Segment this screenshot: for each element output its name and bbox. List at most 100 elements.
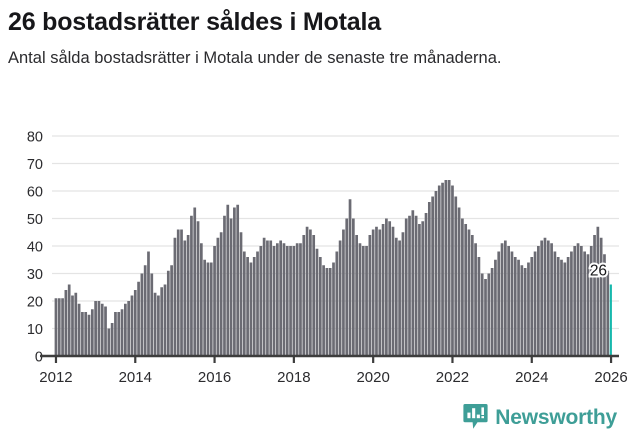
chart-footer: Newsworthy <box>0 401 631 441</box>
bar <box>160 287 164 356</box>
newsworthy-logo-text: Newsworthy <box>495 405 617 429</box>
bar <box>523 268 527 356</box>
bar <box>233 207 236 356</box>
y-axis-tick-label: 70 <box>27 157 43 173</box>
bar <box>61 298 64 356</box>
bar <box>586 254 590 356</box>
x-axis-tick-label: 2014 <box>119 369 152 386</box>
x-axis-tick-label: 2012 <box>39 369 72 386</box>
bar <box>510 251 514 356</box>
bar-highlighted <box>609 284 612 356</box>
chart-subtitle: Antal sålda bostadsrätter i Motala under… <box>8 49 502 67</box>
bar <box>361 246 365 356</box>
bar <box>223 215 226 356</box>
bar <box>285 246 289 356</box>
x-axis-tick-label: 2016 <box>198 369 231 386</box>
newsworthy-logo[interactable]: Newsworthy <box>463 403 617 431</box>
bar <box>583 251 586 356</box>
bar <box>556 257 560 356</box>
bar <box>312 235 316 356</box>
bar <box>365 246 368 356</box>
x-axis-tick-label: 2026 <box>594 369 627 386</box>
bar <box>457 207 461 356</box>
bar <box>381 224 385 356</box>
y-axis-tick-label: 10 <box>27 322 43 338</box>
bar <box>206 262 210 356</box>
bar <box>114 312 117 356</box>
bar <box>520 265 524 356</box>
bar <box>190 215 193 356</box>
bar <box>107 328 111 356</box>
bar <box>490 268 494 356</box>
bar <box>517 259 520 356</box>
x-axis-tick-label: 2018 <box>277 369 310 386</box>
chart-page: 26 bostadsrätter såldes i Motala Antal s… <box>0 8 631 447</box>
x-axis-tick-label: 2022 <box>436 369 469 386</box>
page-title: 26 bostadsrätter såldes i Motala <box>8 8 381 36</box>
bar <box>90 309 94 356</box>
bar <box>394 237 398 356</box>
bar <box>84 312 88 356</box>
bar <box>533 251 537 356</box>
bar <box>368 235 372 356</box>
bar <box>527 262 530 356</box>
bar <box>576 243 580 356</box>
bar <box>325 268 329 356</box>
bar <box>570 251 573 356</box>
bar <box>256 251 259 356</box>
bar <box>315 248 319 356</box>
bar <box>345 218 349 356</box>
bar <box>441 182 444 356</box>
bar <box>503 240 507 356</box>
bar <box>318 257 322 356</box>
bar <box>543 237 547 356</box>
bar <box>418 224 421 356</box>
bar <box>507 246 510 356</box>
bar <box>596 226 600 356</box>
bar <box>342 229 345 356</box>
bar <box>437 185 441 356</box>
bar <box>87 314 91 356</box>
bar <box>163 284 167 356</box>
y-axis-tick-label: 0 <box>35 350 43 366</box>
bar <box>513 257 517 356</box>
bar <box>269 240 273 356</box>
bar <box>401 232 405 356</box>
x-axis-tick-label: 2024 <box>515 369 548 386</box>
bar <box>553 251 557 356</box>
bar <box>411 210 415 356</box>
bar <box>579 246 583 356</box>
bar <box>193 207 197 356</box>
bar <box>166 270 170 356</box>
bar <box>203 259 207 356</box>
bar <box>593 235 596 356</box>
bar <box>64 290 68 356</box>
bar <box>560 259 563 356</box>
bar <box>249 262 253 356</box>
bar <box>447 180 451 356</box>
bar <box>226 204 230 356</box>
bar <box>147 251 150 356</box>
bar <box>474 243 477 356</box>
bar <box>484 279 487 356</box>
bar <box>157 295 160 356</box>
bar <box>461 218 464 356</box>
bar <box>196 221 200 356</box>
bar <box>404 218 408 356</box>
bar <box>71 295 74 356</box>
bar <box>67 284 71 356</box>
bar <box>332 262 335 356</box>
bar <box>100 303 104 356</box>
bar <box>550 243 553 356</box>
bar <box>120 309 124 356</box>
bar <box>74 292 78 356</box>
last-value-label: 26 <box>590 263 607 280</box>
bar <box>259 246 263 356</box>
bar <box>216 237 220 356</box>
bar-chart-speech-bubble-icon <box>463 404 488 429</box>
bar <box>292 246 296 356</box>
bar <box>431 196 434 356</box>
bar <box>236 204 240 356</box>
bar <box>388 221 392 356</box>
bar <box>464 224 468 356</box>
